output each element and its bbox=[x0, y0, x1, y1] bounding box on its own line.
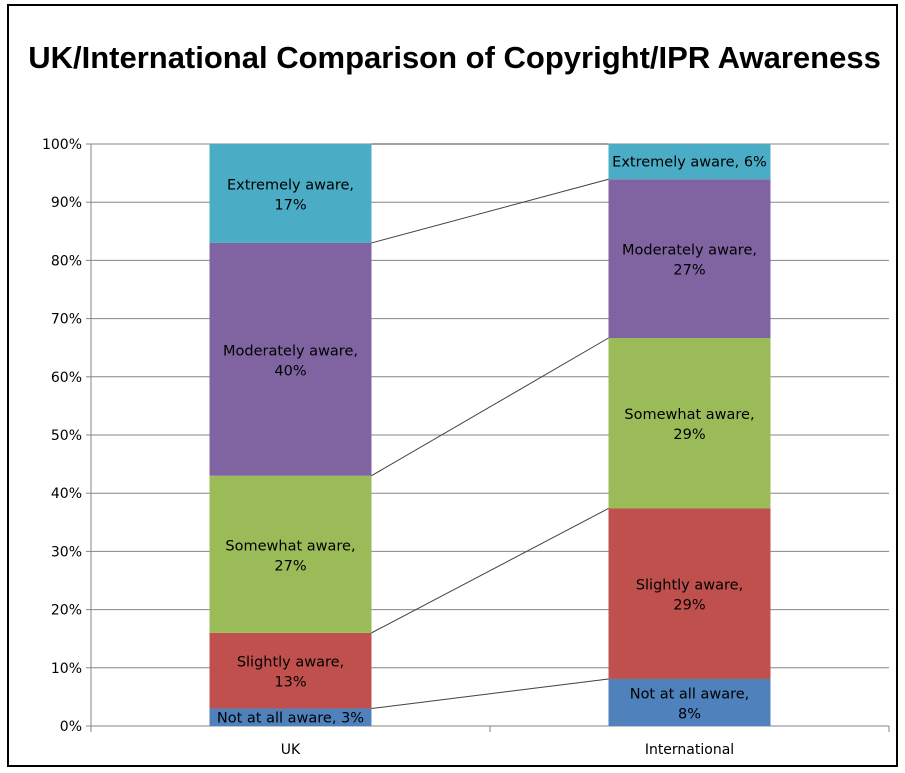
x-tick-label: UK bbox=[281, 742, 301, 758]
bar-segment-moderately-aware bbox=[608, 179, 771, 338]
bar-segment-moderately-aware bbox=[209, 242, 372, 476]
y-tick-label: 50% bbox=[51, 428, 82, 444]
data-label: Somewhat aware, bbox=[624, 407, 754, 423]
y-tick-label: 60% bbox=[51, 370, 82, 386]
bar-segment-somewhat-aware bbox=[608, 338, 771, 509]
bar-segment-extremely-aware bbox=[209, 144, 372, 243]
x-tick-label: International bbox=[645, 742, 734, 758]
bar-segment-not-at-all-aware bbox=[608, 678, 771, 726]
y-tick-label: 70% bbox=[51, 312, 82, 328]
y-tick-label: 80% bbox=[51, 253, 82, 269]
bar-segment-slightly-aware bbox=[608, 508, 771, 679]
y-tick-label: 40% bbox=[51, 486, 82, 502]
bar-segment-extremely-aware bbox=[608, 144, 771, 180]
bar-segment-slightly-aware bbox=[209, 632, 372, 709]
data-label: 27% bbox=[673, 263, 705, 279]
data-label: 29% bbox=[673, 427, 705, 443]
data-label: Extremely aware, 6% bbox=[612, 155, 767, 171]
y-tick-label: 90% bbox=[51, 195, 82, 211]
data-label: 13% bbox=[274, 675, 306, 691]
data-label: Slightly aware, bbox=[636, 578, 743, 594]
series-line bbox=[371, 337, 609, 477]
data-label: Moderately aware, bbox=[223, 343, 358, 359]
data-label: Slightly aware, bbox=[237, 655, 344, 671]
series-line bbox=[371, 678, 609, 710]
chart-frame: UK/International Comparison of Copyright… bbox=[7, 4, 898, 767]
series-line bbox=[371, 508, 609, 634]
bar-segment-somewhat-aware bbox=[209, 475, 372, 633]
bar-segment-not-at-all-aware bbox=[209, 708, 372, 726]
y-tick-label: 100% bbox=[42, 137, 82, 153]
series-line bbox=[371, 178, 609, 244]
data-label: 17% bbox=[274, 197, 306, 213]
data-label: Not at all aware, 3% bbox=[217, 710, 364, 726]
data-label: Extremely aware, bbox=[227, 177, 354, 193]
chart-plot: 0% 10% 20% 30% 40% 50% 60% 70% 80% 90% 100% Not at … bbox=[42, 137, 890, 758]
data-label: Moderately aware, bbox=[622, 243, 757, 259]
y-tick-label: 10% bbox=[51, 661, 82, 677]
y-tick-label: 0% bbox=[60, 719, 82, 735]
y-tick-label: 30% bbox=[51, 544, 82, 560]
data-label: 29% bbox=[673, 598, 705, 614]
chart-title: UK/International Comparison of Copyright… bbox=[28, 40, 881, 75]
data-label: 27% bbox=[274, 558, 306, 574]
y-tick-label: 20% bbox=[51, 603, 82, 619]
data-label: Somewhat aware, bbox=[225, 538, 355, 554]
data-label: Not at all aware, bbox=[630, 686, 750, 702]
data-label: 8% bbox=[678, 706, 701, 722]
data-label: 40% bbox=[274, 363, 306, 379]
